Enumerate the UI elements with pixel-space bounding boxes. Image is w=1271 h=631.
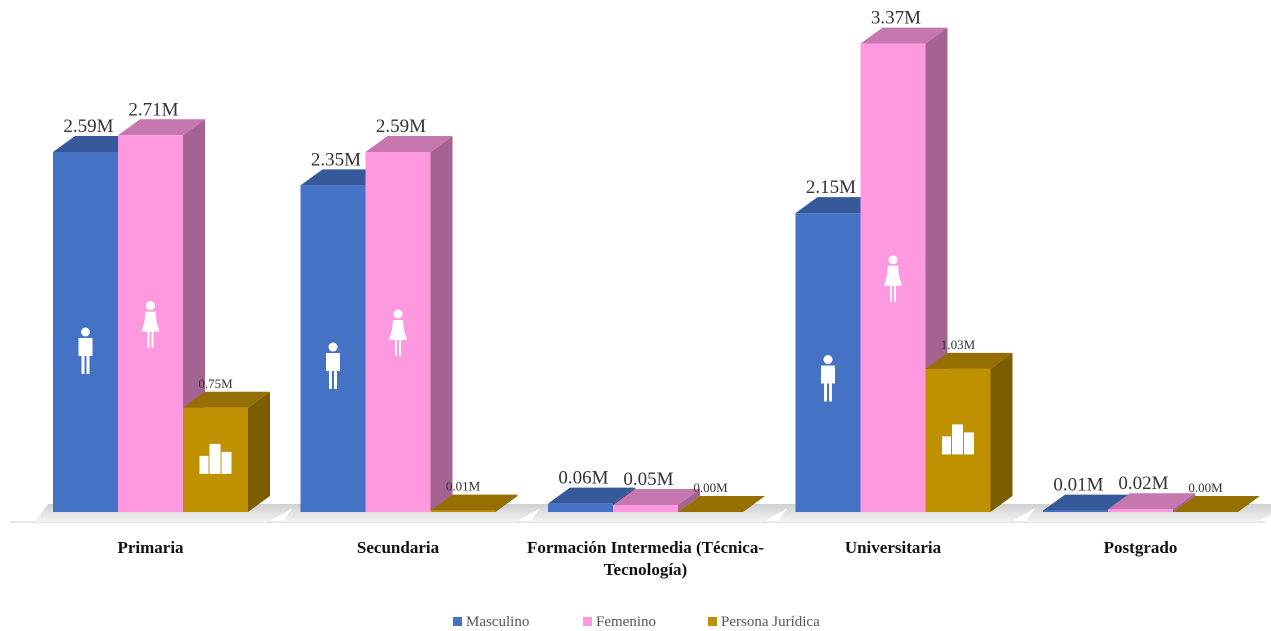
value-label: 0.01M — [446, 479, 481, 494]
legend-swatch — [708, 617, 717, 626]
legend-label: Masculino — [466, 614, 529, 630]
man-icon — [821, 355, 835, 402]
icon-head — [393, 309, 403, 319]
legend-label: Femenino — [596, 614, 656, 630]
icon-body — [326, 353, 340, 390]
bar-top — [925, 352, 1013, 369]
bar-top — [548, 487, 635, 504]
x-tick-label: Universitaria — [844, 538, 942, 557]
woman-icon — [389, 309, 407, 356]
bar-top — [613, 489, 700, 506]
building-icon — [942, 424, 974, 455]
bar-top — [1173, 496, 1260, 512]
bar-top — [183, 391, 270, 408]
legend-swatch — [583, 617, 592, 626]
bar — [183, 391, 270, 512]
value-label: 0.02M — [1118, 473, 1168, 494]
value-label: 0.05M — [623, 469, 673, 490]
bar — [925, 352, 1013, 512]
value-label: 2.59M — [376, 116, 426, 137]
bar-front — [548, 503, 613, 512]
x-tick-label: Primaria — [117, 538, 184, 557]
bar-top — [860, 27, 948, 44]
woman-icon — [141, 301, 160, 348]
bar-side — [495, 494, 518, 512]
bar-top — [1108, 493, 1195, 510]
icon-body — [821, 365, 835, 402]
legend-label: Persona Jurídica — [721, 614, 820, 630]
bar-front — [613, 505, 678, 512]
bar-side — [248, 391, 270, 512]
icon-body — [389, 319, 407, 356]
icon-head — [81, 327, 90, 337]
bar-front — [1108, 509, 1173, 512]
icon-body — [78, 337, 93, 374]
value-label: 0.00M — [1188, 480, 1223, 495]
bar — [678, 496, 765, 513]
bar — [1173, 496, 1260, 513]
bar-front — [430, 510, 496, 512]
icon-part — [209, 443, 221, 474]
bar-top — [678, 496, 765, 512]
legend-swatch — [453, 617, 462, 626]
x-tick-label: Formación Intermedia (Técnica-Tecnología… — [527, 538, 764, 579]
bar — [1108, 493, 1195, 512]
value-label: 1.03M — [941, 337, 976, 352]
bar — [365, 135, 453, 513]
bar — [430, 494, 518, 512]
icon-part — [952, 424, 963, 455]
value-label: 2.71M — [128, 99, 178, 120]
man-icon — [326, 342, 340, 390]
icon-body — [884, 265, 902, 302]
bar-front — [1043, 510, 1108, 512]
icon-head — [823, 355, 833, 365]
woman-icon — [884, 255, 902, 302]
icon-part — [221, 451, 232, 474]
value-label: 2.59M — [63, 116, 113, 137]
icon-part — [942, 436, 951, 455]
value-label: 0.01M — [1053, 475, 1103, 496]
x-tick-label: Postgrado — [1103, 538, 1178, 557]
bar-top — [1043, 494, 1130, 511]
man-icon — [78, 327, 93, 374]
icon-head — [146, 301, 155, 311]
icon-body — [141, 311, 160, 348]
value-label: 3.37M — [871, 8, 921, 29]
bar-top — [365, 135, 453, 152]
bar — [613, 489, 700, 512]
bar-side — [678, 489, 700, 512]
bar-side — [430, 135, 453, 513]
value-label: 0.75M — [198, 376, 233, 391]
bar-side — [1173, 493, 1195, 512]
value-label: 0.00M — [693, 480, 728, 495]
bar-top — [118, 119, 205, 136]
icon-head — [328, 342, 338, 352]
icon-head — [888, 255, 898, 265]
icon-part — [964, 432, 974, 455]
building-icon — [199, 443, 232, 474]
bar-top — [430, 494, 518, 511]
icon-part — [199, 455, 209, 474]
bar-side — [990, 352, 1013, 512]
value-label: 2.15M — [806, 177, 856, 198]
value-label: 2.35M — [311, 149, 361, 170]
x-tick-label: Secundaria — [356, 538, 440, 557]
value-label: 0.06M — [558, 468, 608, 489]
